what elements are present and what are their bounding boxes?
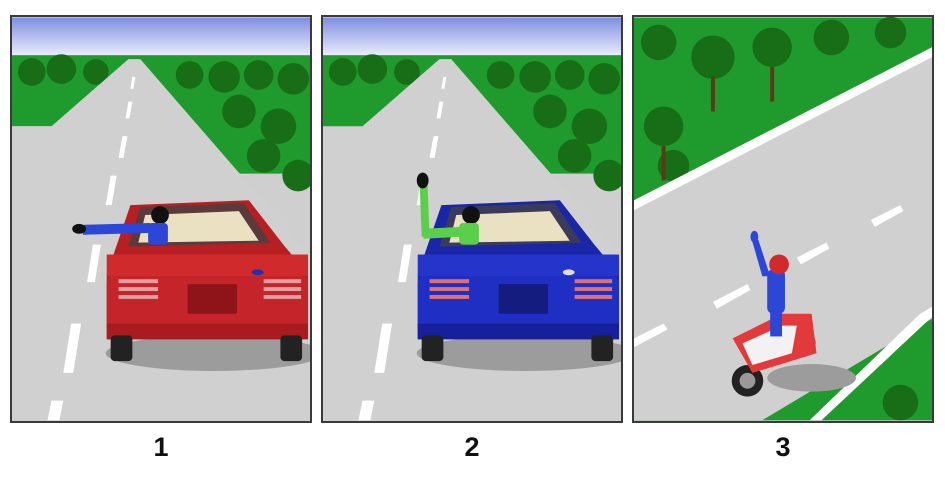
lane-markings — [47, 76, 136, 421]
sky — [12, 17, 310, 58]
tree-line — [17, 54, 310, 192]
road-edge-top — [634, 47, 932, 211]
sky — [323, 17, 621, 58]
tree-line — [328, 54, 621, 192]
caption-1: 1 — [153, 432, 169, 462]
red-car — [105, 200, 310, 371]
lane-markings — [358, 76, 447, 421]
trees — [640, 17, 919, 421]
panel-2 — [321, 15, 623, 423]
scene-motorcycle-arm-raised — [634, 17, 932, 421]
road — [634, 52, 932, 421]
caption-3: 3 — [775, 432, 791, 462]
motorcyclist — [731, 230, 857, 397]
panel-3 — [632, 15, 934, 423]
road-edge-bottom — [809, 306, 932, 421]
driver-arm-bent-up — [416, 172, 480, 245]
lane-markings — [634, 205, 904, 348]
caption-2: 2 — [464, 432, 480, 462]
scene-car-arm-bent-up — [323, 17, 621, 421]
panel-1 — [10, 15, 312, 423]
driver-arm-horizontal — [72, 206, 169, 245]
scene-car-arm-horizontal — [12, 17, 310, 421]
